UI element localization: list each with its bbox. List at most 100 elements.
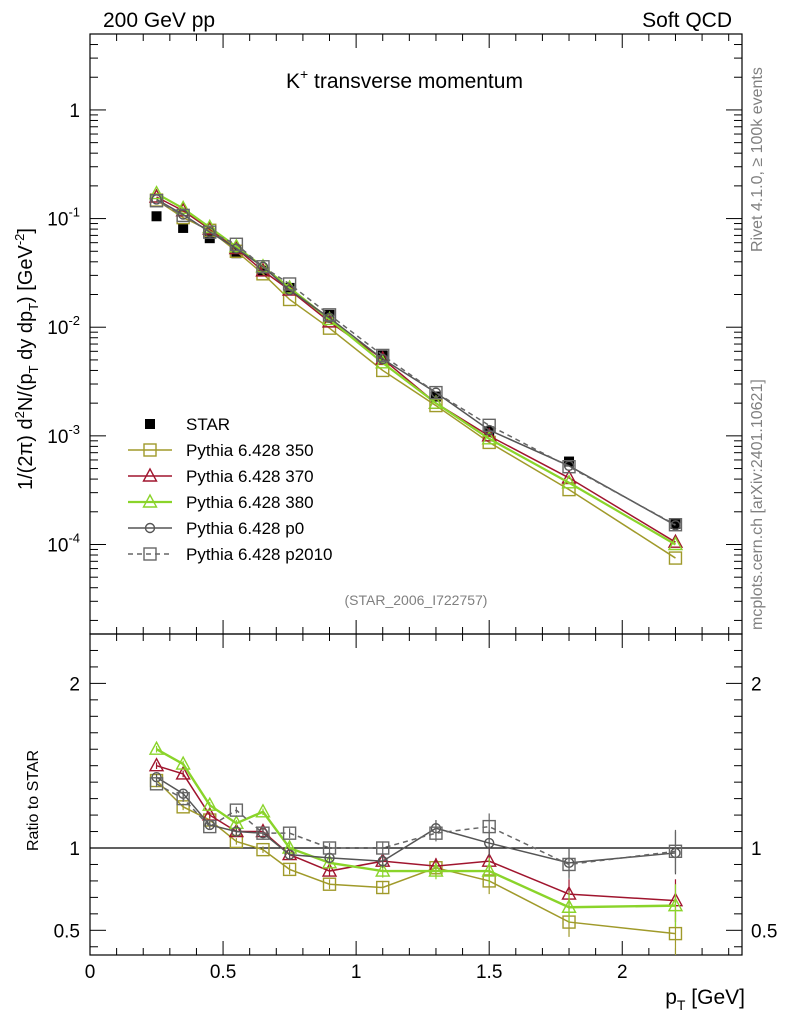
x-tick-label: 0.5	[210, 962, 236, 983]
ratio-point-p350	[322, 877, 337, 891]
main-panel-frame	[89, 33, 743, 635]
data-point-p2010	[668, 518, 683, 532]
ratio-point-p350	[376, 880, 390, 895]
ratio-point-p2010	[322, 841, 337, 855]
legend-label-p2010: Pythia 6.428 p2010	[186, 545, 333, 564]
data-point-p0	[204, 226, 215, 238]
ratio-point-p380	[255, 803, 271, 818]
ratio-y-tick-label: 2	[69, 674, 80, 695]
data-point-p2010	[482, 418, 496, 433]
series-line-p2010	[156, 200, 676, 526]
x-tick-label: 2	[617, 962, 628, 983]
legend-label-p350: Pythia 6.428 350	[186, 441, 314, 460]
ratio-point-p2010	[149, 777, 164, 791]
ratio-point-p380	[375, 862, 391, 877]
ratio-point-p380	[148, 740, 165, 755]
ratio-point-p370	[148, 757, 165, 772]
analysis-id-watermark: (STAR_2006_I722757)	[345, 592, 488, 608]
ratio-y-tick-label-right: 1	[751, 839, 762, 860]
ratio-y-tick-label-right: 2	[751, 674, 762, 695]
legend-marker-p370	[142, 467, 158, 482]
legend-label-p380: Pythia 6.428 380	[186, 493, 314, 512]
y-tick-label: 10-4	[47, 530, 80, 556]
data-point-p350	[668, 551, 683, 565]
ratio-point-p2010	[376, 841, 390, 855]
legend-entry-p380: Pythia 6.428 380	[128, 493, 314, 512]
data-point-p380	[148, 185, 165, 200]
ratio-point-p350	[668, 926, 683, 941]
data-point-p2010	[429, 385, 443, 400]
data-point-p2010	[203, 225, 217, 239]
ratio-series-p380	[148, 740, 684, 928]
data-point-p0	[324, 312, 335, 324]
ratio-point-p0	[284, 849, 295, 860]
ratio-point-p380	[202, 796, 218, 811]
ratio-point-p2010	[429, 826, 443, 840]
ratio-point-p380	[561, 898, 577, 913]
ratio-point-p0	[257, 827, 269, 839]
ratio-point-p2010	[229, 803, 244, 817]
x-tick-label: 1	[351, 962, 362, 983]
data-point-p350	[429, 398, 443, 413]
main-y-axis-label: 1/(2π) d2N/(pT dy dpT) [GeV-2]	[12, 228, 41, 490]
data-point-p2010	[322, 308, 337, 322]
legend-marker-star	[145, 419, 155, 429]
data-point-p0	[430, 387, 442, 398]
ratio-point-p0	[231, 826, 242, 837]
data-point-p2010	[282, 277, 297, 291]
data-point-p380	[667, 536, 684, 551]
ratio-series-p2010	[149, 777, 683, 880]
y-tick-label: 10-2	[47, 313, 80, 339]
plot-title: K+ transverse momentum	[286, 66, 523, 93]
data-point-p380	[428, 394, 444, 409]
ratio-point-p380	[428, 862, 444, 877]
ratio-point-p2010	[668, 844, 683, 858]
ratio-y-tick-label: 1	[69, 839, 80, 860]
ratio-point-p380	[481, 862, 497, 877]
x-tick-label: 0	[85, 962, 96, 983]
ratio-point-p380	[667, 897, 684, 912]
ratio-point-p2010	[482, 819, 496, 834]
legend-entry-p2010: Pythia 6.428 p2010	[128, 545, 333, 564]
legend-label-star: STAR	[186, 415, 230, 434]
data-point-star	[151, 211, 162, 222]
data-point-p2010	[176, 208, 190, 223]
legend-marker-p350	[143, 443, 157, 457]
legend-marker-p2010	[143, 547, 157, 561]
ratio-point-p370	[175, 765, 191, 780]
x-axis-label: pT [GeV]	[665, 986, 745, 1013]
ratio-point-p2010	[203, 819, 217, 834]
legend-entry-p370: Pythia 6.428 370	[128, 467, 314, 486]
header-right: Soft QCD	[642, 9, 732, 32]
ratio-line-p350	[156, 779, 676, 935]
data-point-p370	[667, 533, 684, 548]
legend-entry-star: STAR	[145, 415, 230, 434]
data-point-p380	[481, 430, 497, 445]
ratio-point-p380	[175, 755, 191, 770]
legend-label-p0: Pythia 6.428 p0	[186, 519, 304, 538]
data-point-p2010	[376, 348, 390, 363]
data-point-star	[670, 518, 681, 529]
data-point-star	[178, 222, 189, 233]
y-tick-label: 10-3	[47, 422, 80, 448]
ratio-panel-frame	[89, 633, 743, 956]
legend-entry-p350: Pythia 6.428 350	[128, 441, 314, 460]
ratio-point-p0	[377, 855, 388, 867]
data-point-p2010	[229, 237, 244, 251]
x-tick-label: 1.5	[476, 962, 502, 983]
legend-marker-p380	[142, 493, 158, 508]
ratio-line-p0	[156, 776, 676, 864]
series-p2010	[149, 194, 683, 532]
legend-entry-p0: Pythia 6.428 p0	[128, 519, 304, 538]
data-point-p370	[481, 427, 497, 442]
ratio-line-p380	[155, 748, 676, 909]
data-point-p380	[321, 310, 338, 326]
ratio-line-p370	[156, 764, 676, 902]
ratio-point-p370	[321, 862, 338, 877]
ratio-point-p2010	[562, 857, 576, 872]
data-layer	[148, 185, 684, 955]
ratio-point-p2010	[176, 791, 190, 806]
ratio-point-p2010	[256, 826, 270, 840]
ratio-point-p350	[256, 842, 270, 857]
